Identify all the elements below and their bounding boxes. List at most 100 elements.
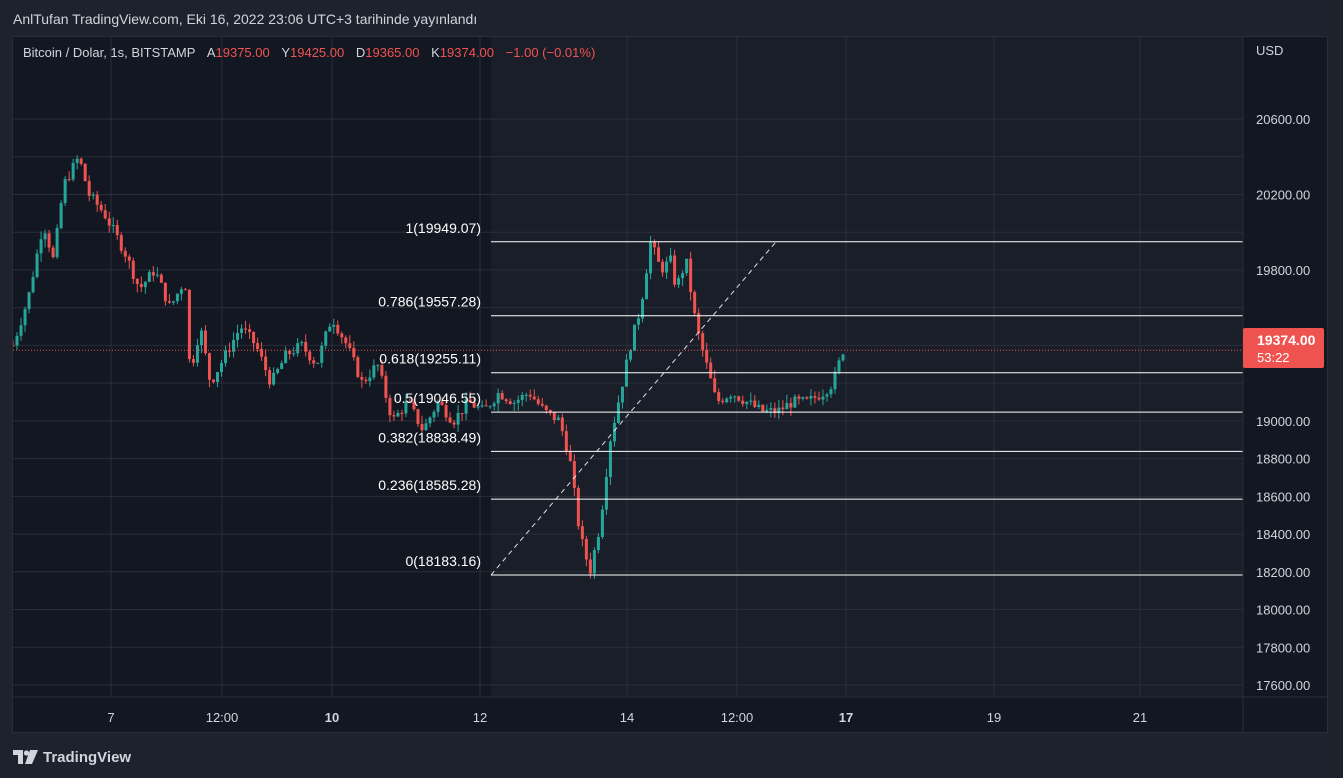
currency-label[interactable]: USD bbox=[1256, 43, 1284, 58]
price-axis[interactable]: 17600.00 17800.00 18000.00 18200.00 18400.00… bbox=[1256, 112, 1310, 693]
candle-body bbox=[789, 403, 793, 408]
candle-body bbox=[556, 417, 560, 421]
candle-body bbox=[356, 357, 360, 377]
candle-body bbox=[264, 356, 268, 371]
candle-body bbox=[240, 328, 244, 333]
candle-body bbox=[67, 179, 71, 181]
candle-body bbox=[143, 281, 147, 288]
time-axis[interactable]: 7 12:00 10 12 14 12:00 17 19 21 bbox=[107, 710, 1147, 725]
candle-body bbox=[452, 422, 456, 425]
time-tick-label: 19 bbox=[987, 710, 1001, 725]
symbol-label[interactable]: Bitcoin / Dolar, 1s, BITSTAMP bbox=[23, 45, 196, 60]
candle-body bbox=[705, 349, 709, 363]
candle-body bbox=[484, 405, 488, 407]
candle-body bbox=[107, 218, 111, 226]
candle-body bbox=[392, 415, 396, 417]
candle-body bbox=[460, 413, 464, 415]
candle-body bbox=[171, 301, 175, 303]
candle-body bbox=[47, 233, 51, 248]
price-tick-label: 17600.00 bbox=[1256, 678, 1310, 693]
candle-body bbox=[677, 278, 681, 285]
candle-body bbox=[661, 261, 665, 273]
candle-body bbox=[360, 376, 364, 380]
candle-body bbox=[220, 363, 224, 373]
candle-body bbox=[31, 277, 35, 293]
candle-body bbox=[580, 526, 584, 539]
price-tick-label: 19000.00 bbox=[1256, 414, 1310, 429]
open-key: A bbox=[206, 45, 216, 60]
candle-body bbox=[749, 400, 753, 402]
candle-body bbox=[805, 397, 809, 399]
candle-body bbox=[528, 394, 532, 397]
candle-body bbox=[75, 158, 79, 163]
candle-body bbox=[203, 330, 207, 354]
time-tick-label: 7 bbox=[107, 710, 114, 725]
candle-body bbox=[412, 401, 416, 410]
open-value: 19375.00 bbox=[215, 45, 270, 60]
close-value: 19374.00 bbox=[439, 45, 495, 60]
candle-body bbox=[232, 339, 236, 352]
candle-body bbox=[400, 412, 404, 414]
candle-body bbox=[765, 409, 769, 412]
candle-body bbox=[544, 405, 548, 411]
fib-level-label: 0.618(19255.11) bbox=[379, 351, 481, 367]
candle-body bbox=[512, 402, 516, 404]
candle-body bbox=[352, 347, 356, 358]
candle-body bbox=[215, 372, 219, 383]
candle-body bbox=[769, 408, 773, 410]
candle-body bbox=[504, 399, 508, 402]
candle-body bbox=[424, 423, 428, 431]
candle-body bbox=[224, 350, 228, 364]
candle-body bbox=[536, 399, 540, 404]
candle-body bbox=[324, 331, 328, 346]
candle-body bbox=[444, 405, 448, 418]
candle-body bbox=[721, 400, 725, 403]
candle-body bbox=[348, 343, 352, 348]
price-tick-label: 19800.00 bbox=[1256, 263, 1310, 278]
candle-body bbox=[500, 393, 504, 400]
candle-body bbox=[733, 396, 737, 398]
candle-body bbox=[576, 487, 580, 527]
candle-body bbox=[697, 313, 701, 334]
candle-body bbox=[288, 350, 292, 354]
fib-level-label: 1(19949.07) bbox=[405, 220, 481, 236]
candle-body bbox=[420, 423, 424, 431]
candle-body bbox=[95, 194, 99, 205]
candle-body bbox=[308, 351, 312, 361]
candle-body bbox=[376, 365, 380, 367]
candle-body bbox=[713, 378, 717, 393]
candle-body bbox=[99, 204, 103, 211]
brand-name: TradingView bbox=[43, 748, 132, 766]
candle-body bbox=[320, 345, 324, 363]
candle-body bbox=[592, 550, 596, 574]
candle-body bbox=[280, 363, 284, 369]
footer-brand[interactable]: TradingView bbox=[13, 746, 131, 768]
candle-body bbox=[384, 375, 388, 398]
candle-body bbox=[179, 289, 183, 294]
candle-body bbox=[637, 318, 641, 325]
grid bbox=[13, 37, 1243, 697]
candle-body bbox=[761, 404, 765, 412]
fib-trend-line bbox=[490, 241, 777, 576]
candle-body bbox=[123, 250, 127, 257]
candle-body bbox=[620, 386, 624, 403]
fib-level-label: 0.5(19046.55) bbox=[394, 390, 481, 406]
candle-body bbox=[829, 389, 833, 395]
fibonacci-retracement[interactable]: 1(19949.07) 0.786(19557.28) 0.618(19255.11… bbox=[378, 220, 1243, 576]
candle-body bbox=[717, 392, 721, 401]
candle-body bbox=[183, 289, 187, 291]
candle-body bbox=[572, 461, 576, 488]
high-key: Y bbox=[281, 45, 291, 60]
change-value: −1.00 (−0.01%) bbox=[505, 45, 596, 60]
price-tick-label: 20200.00 bbox=[1256, 187, 1310, 202]
candle-body bbox=[103, 210, 107, 219]
candle-body bbox=[476, 406, 480, 408]
candle-body bbox=[276, 368, 280, 373]
candle-body bbox=[564, 431, 568, 452]
candle-body bbox=[508, 401, 512, 404]
candle-body bbox=[524, 394, 528, 396]
candle-body bbox=[300, 341, 304, 344]
candle-body bbox=[757, 404, 761, 407]
time-tick-label: 12 bbox=[473, 710, 487, 725]
